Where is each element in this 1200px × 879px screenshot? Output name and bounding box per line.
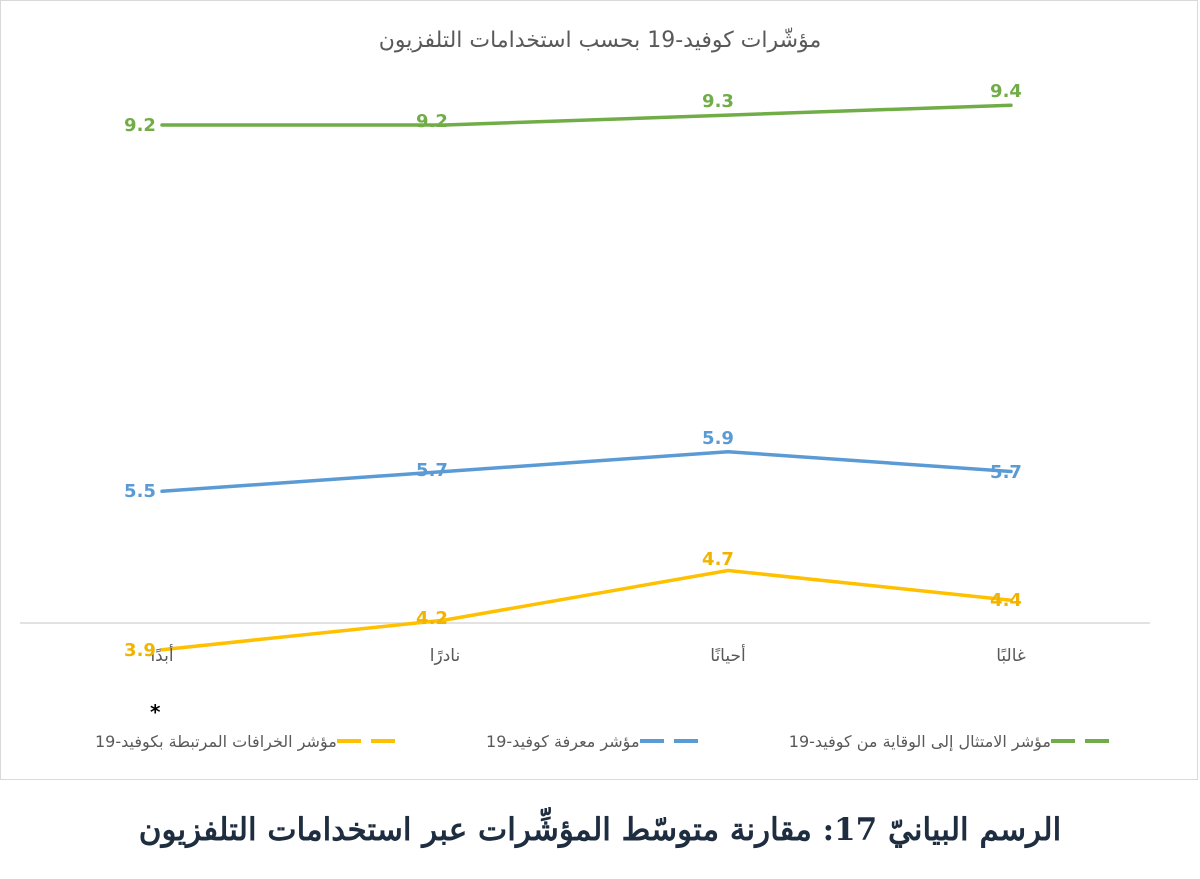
legend-item: مؤشر الامتثال إلى الوقاية من كوفيد-19	[789, 728, 1115, 754]
series-line-1	[160, 449, 1013, 494]
data-label: 3.9	[124, 639, 156, 661]
x-tick-label: أحيانًا	[710, 646, 746, 666]
legend-swatch-icon	[1051, 739, 1109, 743]
figure-caption: الرسم البيانيّ 17: مقارنة متوسّط المؤشِّ…	[138, 812, 1062, 848]
data-label: 9.2	[124, 115, 156, 136]
data-label: 5.7	[990, 461, 1022, 483]
legend-item: مؤشر معرفة كوفيد-19	[486, 728, 703, 754]
x-tick-label: غالبًا	[996, 646, 1026, 666]
legend-item: مؤشر الخرافات المرتبطة بكوفيد-19	[95, 728, 401, 754]
series-line-0	[160, 103, 1013, 127]
data-label: 4.7	[702, 548, 734, 570]
data-label: 9.3	[702, 91, 734, 113]
data-label: 9.4	[990, 81, 1022, 103]
x-tick-label: نادرًا	[429, 646, 461, 666]
chart-area	[0, 0, 1198, 780]
data-label: 5.7	[416, 459, 448, 481]
chart-title: مؤشّرات كوفيد-19 بحسب استخدامات التلفزيو…	[378, 28, 822, 53]
data-label: 5.9	[702, 427, 734, 449]
data-label: 9.2	[416, 111, 448, 132]
legend-label: مؤشر الامتثال إلى الوقاية من كوفيد-19	[788, 731, 1051, 751]
legend-label: مؤشر الخرافات المرتبطة بكوفيد-19	[95, 731, 337, 751]
chart-plot	[20, 103, 1150, 652]
legend-swatch-icon	[336, 739, 395, 743]
x-tick-label: أبدًا	[150, 646, 174, 666]
asterisk-mark: *	[150, 700, 161, 724]
chart-legend: مؤشر الامتثال إلى الوقاية من كوفيد-19 مؤش…	[95, 728, 1115, 754]
legend-swatch-icon	[639, 739, 698, 743]
legend-label: مؤشر معرفة كوفيد-19	[486, 731, 640, 751]
series-line-2	[160, 568, 1013, 652]
data-label: 4.4	[990, 590, 1022, 612]
data-label: 4.2	[416, 608, 448, 629]
data-label: 5.5	[124, 481, 156, 503]
